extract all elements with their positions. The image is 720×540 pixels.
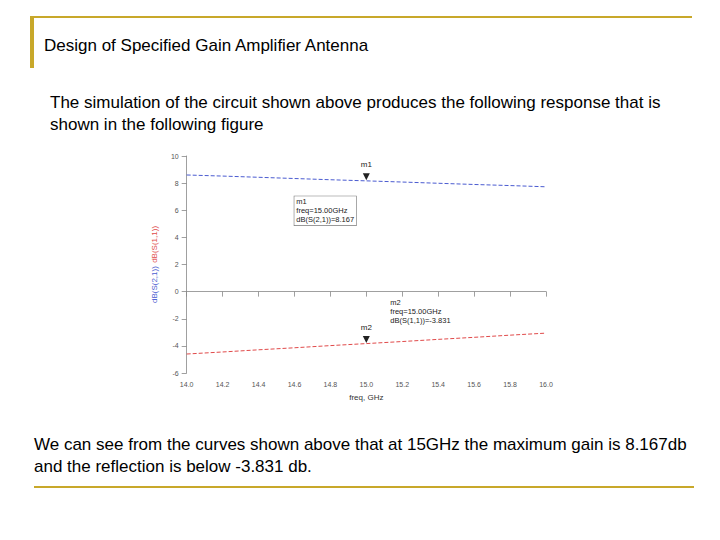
svg-text:dB(S(2,1))=8.167: dB(S(2,1))=8.167 xyxy=(296,215,354,224)
svg-text:15.0: 15.0 xyxy=(360,381,374,388)
svg-text:14.8: 14.8 xyxy=(324,381,338,388)
svg-text:14.0: 14.0 xyxy=(180,381,194,388)
svg-text:m2: m2 xyxy=(361,323,373,332)
svg-text:freq, GHz: freq, GHz xyxy=(349,393,383,402)
svg-text:m1: m1 xyxy=(361,160,373,169)
svg-text:freq=15.00GHz: freq=15.00GHz xyxy=(296,206,347,215)
svg-text:0: 0 xyxy=(175,288,179,295)
svg-text:15.2: 15.2 xyxy=(395,381,409,388)
svg-text:2: 2 xyxy=(175,261,179,268)
svg-text:15.6: 15.6 xyxy=(467,381,481,388)
svg-text:15.8: 15.8 xyxy=(503,381,517,388)
svg-text:dB(S(2,1)): dB(S(2,1)) xyxy=(150,266,159,303)
html-text:Design of Specified Gain Ampli: Design of Specified Gain Amplifier Anten… xyxy=(44,36,369,55)
html-text:The simulation of the circuit: The simulation of the circuit shown abov… xyxy=(50,93,661,134)
svg-text:m2: m2 xyxy=(390,298,400,307)
html-text:We can see from the curves sho: We can see from the curves shown above t… xyxy=(34,435,687,476)
svg-text:14.2: 14.2 xyxy=(216,381,230,388)
svg-text:dB(S(1,1))=-3.831: dB(S(1,1))=-3.831 xyxy=(390,316,450,325)
svg-text:-6: -6 xyxy=(172,370,178,377)
svg-text:-2: -2 xyxy=(172,315,178,322)
svg-text:freq=15.00GHz: freq=15.00GHz xyxy=(390,307,441,316)
svg-text:6: 6 xyxy=(175,207,179,214)
svg-text:10: 10 xyxy=(171,153,179,160)
svg-text:-4: -4 xyxy=(172,342,178,349)
svg-text:8: 8 xyxy=(175,180,179,187)
svg-text:4: 4 xyxy=(175,234,179,241)
svg-text:16.0: 16.0 xyxy=(539,381,553,388)
svg-text:m1: m1 xyxy=(296,197,306,206)
svg-text:14.6: 14.6 xyxy=(288,381,302,388)
svg-text:dB(S(1,1)): dB(S(1,1)) xyxy=(150,226,159,263)
svg-text:14.4: 14.4 xyxy=(252,381,266,388)
svg-text:15.4: 15.4 xyxy=(431,381,445,388)
